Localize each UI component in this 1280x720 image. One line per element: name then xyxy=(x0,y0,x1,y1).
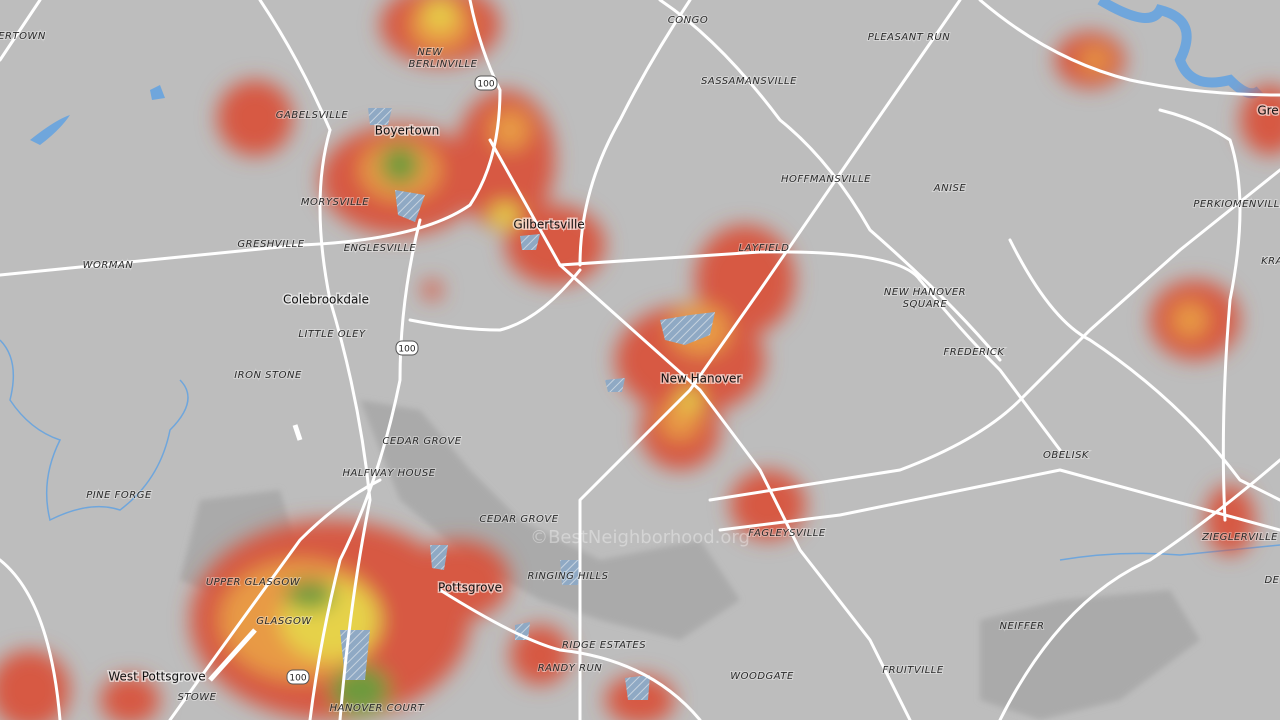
route-shield xyxy=(286,669,310,685)
place-label: KRA xyxy=(1261,256,1280,267)
place-label: PINE FORGE xyxy=(86,490,152,501)
place-label: CONGO xyxy=(668,15,708,26)
town-label: West Pottsgrove xyxy=(108,670,205,684)
place-label: GABELSVILLE xyxy=(276,110,349,121)
rail-segment xyxy=(208,628,257,682)
place-label: ZIEGLERVILLE xyxy=(1201,532,1278,543)
place-label: RINGING HILLS xyxy=(528,571,609,582)
town-label: Colebrookdale xyxy=(283,293,369,307)
town-label: Pottsgrove xyxy=(438,581,502,595)
town-label: New Hanover xyxy=(661,372,742,386)
place-label: NEW xyxy=(417,47,443,58)
place-label: ENGLESVILLE xyxy=(344,243,417,254)
place-label: SASSAMANSVILLE xyxy=(701,76,797,87)
place-label: LAYFIELD xyxy=(739,243,790,254)
place-label: CEDAR GROVE xyxy=(382,436,461,447)
place-label: PERKIOMENVILLE xyxy=(1193,199,1280,210)
place-label: WORMAN xyxy=(83,260,134,271)
place-label: WOODGATE xyxy=(730,671,794,682)
place-label: FRUITVILLE xyxy=(882,665,944,676)
place-label: DE xyxy=(1264,575,1279,586)
place-label: MORYSVILLE xyxy=(301,197,369,208)
place-label: BERLINVILLE xyxy=(409,59,478,70)
place-label: GLASGOW xyxy=(256,616,312,627)
place-label: NEW HANOVER xyxy=(884,287,966,298)
place-label: LITTLE OLEY xyxy=(298,329,366,340)
town-label: Gilbertsville xyxy=(513,218,584,232)
route-shield xyxy=(474,75,498,91)
town-label: Gre xyxy=(1257,104,1278,118)
route-number: 100 xyxy=(289,674,306,684)
place-label: PLEASANT RUN xyxy=(868,32,950,43)
place-label: HALFWAY HOUSE xyxy=(342,468,435,479)
place-label: ERTOWN xyxy=(0,31,46,42)
place-label: HOFFMANSVILLE xyxy=(781,174,871,185)
place-label: ANISE xyxy=(933,183,967,194)
town-label: Boyertown xyxy=(375,124,439,138)
water xyxy=(0,0,1280,561)
hatched-areas xyxy=(340,108,715,700)
place-label: RANDY RUN xyxy=(538,663,603,674)
place-label: CEDAR GROVE xyxy=(479,514,558,525)
rail-segment xyxy=(292,424,303,441)
route-number: 100 xyxy=(477,80,494,90)
place-label: FREDERICK xyxy=(944,347,1006,358)
place-label: UPPER GLASGOW xyxy=(206,577,301,588)
place-label: SQUARE xyxy=(903,299,948,310)
watermark: ©BestNeighborhood.org xyxy=(530,527,750,548)
place-label: HANOVER COURT xyxy=(330,703,425,714)
route-number: 100 xyxy=(398,345,415,355)
place-label: GRESHVILLE xyxy=(237,239,304,250)
route-shield xyxy=(395,340,419,356)
place-label: STOWE xyxy=(177,692,216,703)
place-label: OBELISK xyxy=(1043,450,1090,461)
place-label: IRON STONE xyxy=(234,370,302,381)
place-label: RIDGE ESTATES xyxy=(562,640,646,651)
place-label: FAGLEYSVILLE xyxy=(748,528,826,539)
place-label: NEIFFER xyxy=(999,621,1044,632)
